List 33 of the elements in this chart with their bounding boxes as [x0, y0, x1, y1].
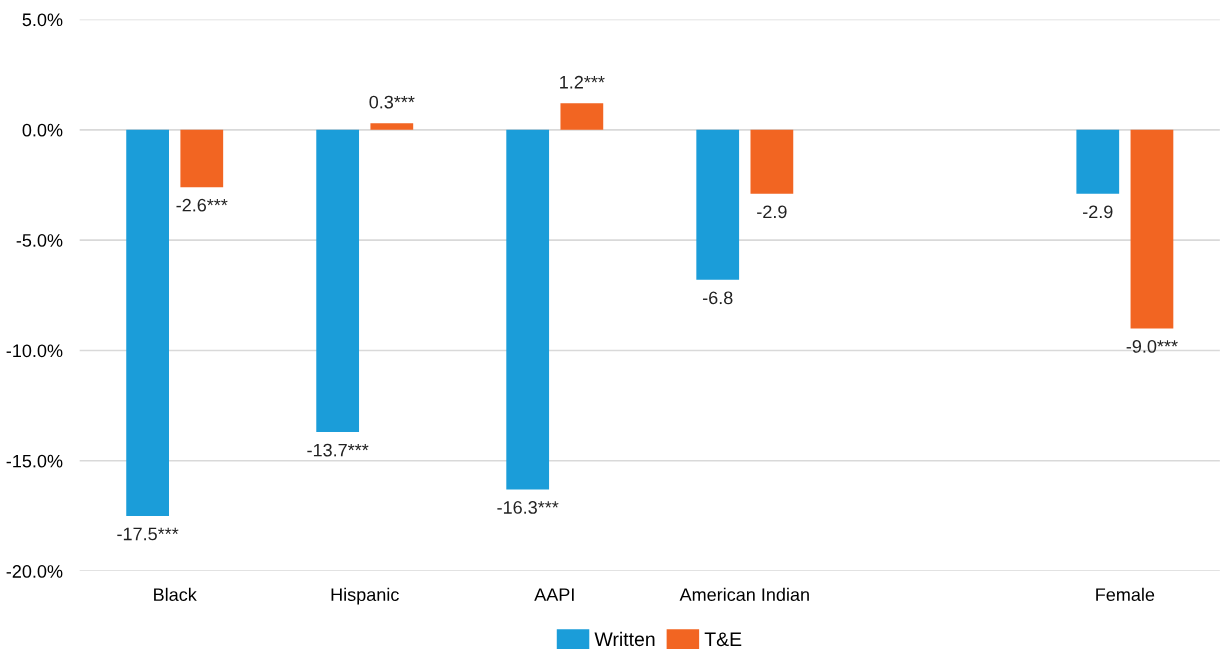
y-tick-label: 5.0%	[22, 13, 63, 27]
x-tick-label: American Indian	[679, 587, 809, 602]
y-tick-label: -20.0%	[6, 565, 63, 578]
data-label: -2.9	[757, 205, 787, 219]
bar	[696, 129, 740, 280]
data-label: -13.7***	[307, 443, 369, 457]
data-label: -9.0***	[1126, 339, 1178, 353]
data-label: 0.3***	[369, 95, 415, 109]
y-tick-label: -5.0%	[16, 234, 63, 247]
bar	[1076, 129, 1120, 194]
data-label: -2.9	[1083, 205, 1113, 219]
data-label: 1.2***	[560, 75, 605, 89]
legend-label: Written	[594, 631, 655, 647]
bar	[506, 129, 550, 490]
bar	[126, 129, 169, 516]
x-tick-label: Black	[154, 587, 197, 602]
legend-label: T&E	[704, 632, 742, 647]
bar	[750, 129, 794, 194]
bar	[560, 103, 604, 130]
x-tick-label: AAPI	[534, 588, 574, 601]
data-label: -16.3***	[497, 501, 559, 514]
bar	[316, 129, 360, 433]
y-tick-label: -15.0%	[6, 454, 63, 468]
bar	[370, 123, 414, 130]
x-tick-label: Female	[1096, 587, 1155, 602]
x-tick-label: Hispanic	[331, 587, 399, 605]
data-label: -6.8	[702, 291, 733, 305]
bar	[180, 129, 224, 188]
bar	[1130, 129, 1174, 329]
y-tick-label: -10.0%	[6, 344, 63, 358]
y-tick-label: 0.0%	[22, 123, 63, 137]
data-label: -2.6***	[176, 198, 228, 212]
data-label: -17.5***	[117, 527, 179, 541]
